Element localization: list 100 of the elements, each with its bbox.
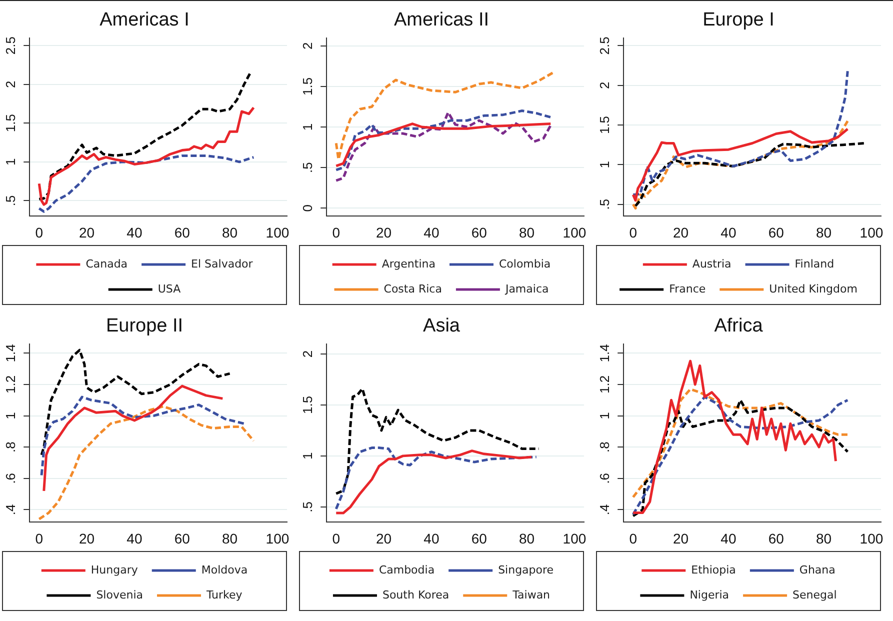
x-tick-label: 100 [266, 224, 290, 240]
y-tick-label: 2.5 [597, 36, 612, 55]
x-tick-label: 100 [562, 224, 586, 240]
legend-label: Moldova [201, 563, 248, 576]
y-tick-label: .5 [300, 501, 316, 512]
chart-title: Asia [423, 316, 460, 337]
x-tick-label: 80 [816, 224, 832, 240]
legend-label: South Korea [382, 588, 450, 602]
x-tick-label: 0 [629, 530, 638, 546]
line-series [334, 71, 554, 161]
x-tick-label: 60 [768, 530, 784, 546]
x-tick-label: 80 [519, 530, 535, 546]
chart-title: Americas II [394, 10, 490, 31]
line-series [40, 348, 232, 456]
x-tick-label: 20 [673, 530, 689, 546]
x-tick-label: 0 [35, 224, 44, 240]
legend-label: Senegal [792, 588, 837, 602]
y-tick-label: 1.5 [300, 396, 316, 414]
line-series [38, 405, 255, 520]
y-tick-label: 2 [3, 80, 18, 88]
y-tick-label: 2 [300, 42, 316, 50]
line-series [38, 154, 255, 213]
y-tick-label: 1 [597, 412, 612, 420]
y-tick-label: 1.5 [3, 114, 18, 132]
y-tick-label: .4 [597, 504, 612, 516]
x-tick-label: 100 [562, 530, 586, 546]
legend-label: Jamaica [504, 282, 549, 296]
line-series [40, 396, 246, 477]
x-tick-label: 20 [79, 224, 95, 240]
y-tick-label: .6 [597, 472, 612, 484]
legend-label: United Kingdom [769, 282, 858, 296]
x-tick-label: 0 [629, 224, 638, 240]
y-tick-label: 2.5 [3, 36, 18, 55]
x-tick-label: 60 [768, 224, 784, 240]
y-tick-label: .5 [300, 162, 316, 173]
x-tick-label: 80 [519, 224, 535, 240]
y-tick-label: 1 [300, 123, 316, 131]
y-tick-label: 1 [300, 452, 316, 460]
y-tick-label: .8 [3, 442, 18, 453]
x-tick-label: 40 [126, 224, 142, 240]
x-tick-label: 60 [471, 224, 488, 240]
y-tick-label: .5 [597, 198, 612, 210]
legend-label: Hungary [90, 563, 138, 576]
chart-title: Europe II [106, 316, 184, 337]
y-tick-label: 0 [300, 204, 316, 212]
x-tick-label: 0 [332, 530, 340, 546]
y-tick-label: 1 [3, 412, 18, 420]
x-tick-label: 80 [816, 530, 832, 546]
x-tick-label: 40 [126, 530, 142, 546]
x-tick-label: 60 [174, 530, 190, 546]
legend-label: Argentina [382, 257, 436, 270]
x-tick-label: 40 [424, 224, 440, 240]
y-tick-label: 1.2 [3, 375, 18, 394]
chart-title: Europe I [702, 10, 774, 31]
y-tick-label: 1 [597, 161, 612, 168]
x-tick-label: 100 [266, 530, 290, 546]
chart-title: Africa [714, 316, 764, 337]
y-tick-label: .8 [597, 442, 612, 453]
legend-label: Costa Rica [384, 282, 442, 296]
legend-label: Finland [794, 257, 834, 270]
chart-title: Americas I [100, 10, 190, 31]
x-tick-label: 20 [673, 224, 689, 240]
y-tick-label: 1.5 [597, 116, 612, 134]
x-tick-label: 40 [424, 530, 440, 546]
y-tick-label: .4 [3, 504, 18, 516]
x-tick-label: 40 [720, 530, 736, 546]
line-series [632, 120, 849, 210]
legend-label: Canada [86, 257, 128, 270]
legend-label: Colombia [498, 257, 551, 270]
x-tick-label: 20 [376, 224, 392, 240]
legend-label: Taiwan [512, 588, 550, 602]
legend-label: France [669, 282, 706, 296]
y-tick-label: .5 [3, 195, 18, 206]
x-tick-label: 0 [35, 530, 44, 546]
legend-label: Turkey [206, 588, 243, 602]
x-tick-label: 40 [720, 224, 736, 240]
x-tick-label: 0 [332, 224, 340, 240]
y-tick-label: .6 [3, 472, 18, 484]
y-tick-label: 1.5 [300, 77, 316, 96]
legend-label: Ghana [799, 563, 836, 576]
legend-label: USA [158, 282, 182, 296]
x-tick-label: 80 [222, 530, 238, 546]
legend-label: El Salvador [191, 257, 254, 270]
legend-label: Cambodia [378, 563, 435, 576]
legend-label: Nigeria [690, 588, 730, 602]
x-tick-label: 100 [860, 224, 884, 240]
y-tick-label: 2 [300, 350, 316, 358]
legend-label: Austria [692, 257, 732, 270]
line-series [632, 388, 849, 498]
y-tick-label: 1.4 [597, 344, 612, 362]
line-series [634, 142, 866, 208]
x-tick-label: 80 [222, 224, 238, 240]
line-series [334, 110, 552, 172]
line-series [632, 70, 849, 196]
y-tick-label: 1 [3, 158, 18, 166]
legend-label: Slovenia [96, 588, 144, 602]
x-tick-label: 20 [79, 530, 95, 546]
x-tick-label: 60 [471, 530, 488, 546]
x-tick-label: 20 [376, 530, 392, 546]
y-tick-label: 1.4 [3, 344, 18, 362]
